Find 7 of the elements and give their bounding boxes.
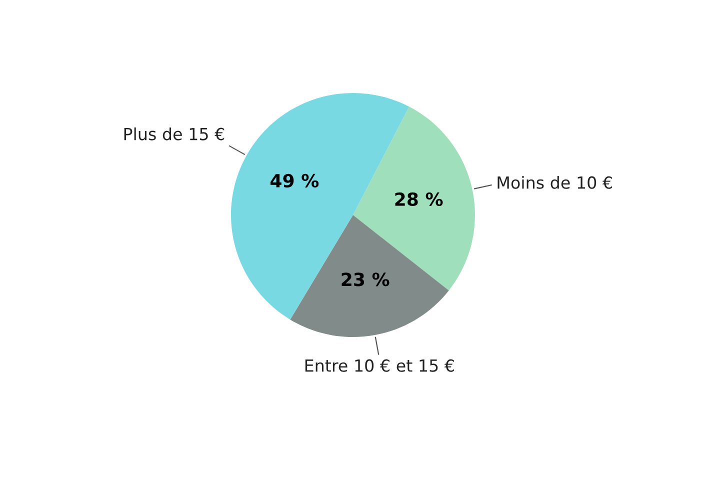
data-label: 28 % [395,192,443,206]
slice-label: Plus de 15 € [124,127,224,140]
slice-label: Moins de 10 € [498,176,612,189]
data-label: 49 % [270,174,319,188]
pie-slice [290,215,449,337]
slice-label: Entre 10 € et 15 € [305,359,454,372]
data-label: 23 % [342,272,390,286]
